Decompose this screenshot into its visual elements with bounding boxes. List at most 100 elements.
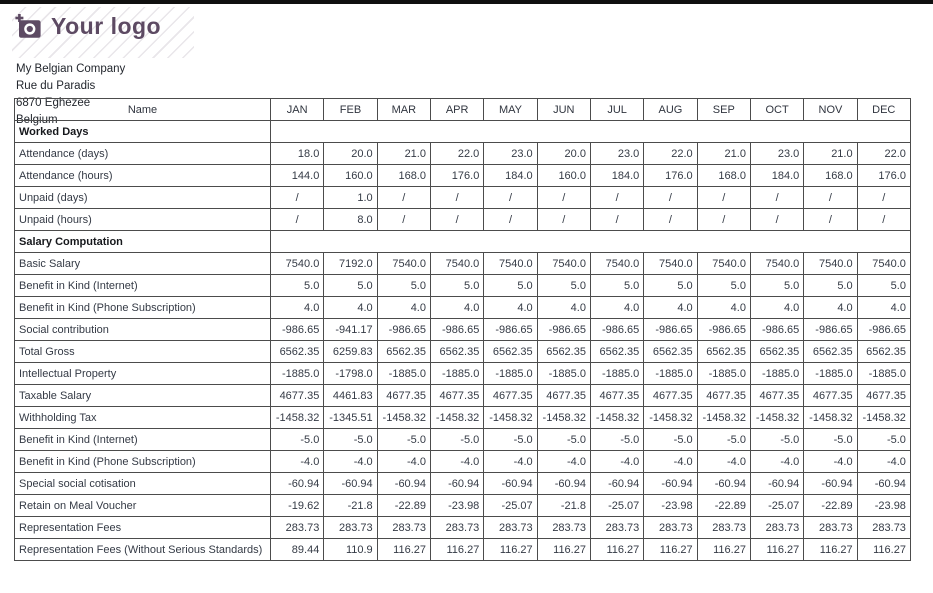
- value-cell: 168.0: [696, 164, 751, 187]
- value-cell: -1458.32: [589, 406, 645, 429]
- month-header-mar: MAR: [376, 98, 431, 121]
- value-cell: 7540.0: [803, 252, 858, 275]
- value-cell: -60.94: [323, 472, 378, 495]
- value-cell: /: [749, 186, 805, 209]
- value-cell: -4.0: [376, 450, 431, 473]
- value-cell: 283.73: [589, 516, 645, 539]
- value-cell: -1458.32: [749, 406, 805, 429]
- value-cell: 184.0: [483, 164, 538, 187]
- value-cell: -22.89: [696, 494, 751, 517]
- value-cell: 4.0: [483, 296, 538, 319]
- value-cell: -5.0: [696, 428, 751, 451]
- value-cell: 4677.35: [536, 384, 591, 407]
- value-cell: -4.0: [856, 450, 911, 473]
- value-cell: -1885.0: [483, 362, 538, 385]
- value-cell: -60.94: [269, 472, 325, 495]
- value-cell: -5.0: [536, 428, 591, 451]
- value-cell: -22.89: [376, 494, 431, 517]
- value-cell: 5.0: [696, 274, 751, 297]
- value-cell: /: [536, 186, 591, 209]
- value-cell: 23.0: [749, 142, 805, 165]
- value-cell: 168.0: [376, 164, 431, 187]
- value-cell: 5.0: [643, 274, 698, 297]
- value-cell: -60.94: [643, 472, 698, 495]
- value-cell: 6562.35: [483, 340, 538, 363]
- value-cell: 6562.35: [589, 340, 645, 363]
- value-cell: -1885.0: [643, 362, 698, 385]
- month-header-dec: DEC: [856, 98, 911, 121]
- value-cell: 116.27: [856, 538, 911, 561]
- value-cell: /: [696, 186, 751, 209]
- value-cell: -986.65: [803, 318, 858, 341]
- value-cell: 8.0: [323, 208, 378, 231]
- value-cell: 7540.0: [483, 252, 538, 275]
- logo-text: Your logo: [51, 13, 162, 39]
- month-header-jun: JUN: [536, 98, 591, 121]
- value-cell: 5.0: [749, 274, 805, 297]
- row-label: Attendance (hours): [14, 164, 271, 187]
- value-cell: 5.0: [856, 274, 911, 297]
- value-cell: -60.94: [483, 472, 538, 495]
- value-cell: 7540.0: [376, 252, 431, 275]
- value-cell: -1885.0: [269, 362, 325, 385]
- value-cell: 283.73: [483, 516, 538, 539]
- value-cell: -1885.0: [376, 362, 431, 385]
- row-label: Special social cotisation: [14, 472, 271, 495]
- value-cell: /: [856, 186, 911, 209]
- top-bar: [0, 0, 933, 4]
- value-cell: 7540.0: [696, 252, 751, 275]
- value-cell: -986.65: [749, 318, 805, 341]
- value-cell: 283.73: [856, 516, 911, 539]
- value-cell: -5.0: [803, 428, 858, 451]
- value-cell: 4677.35: [643, 384, 698, 407]
- value-cell: -5.0: [483, 428, 538, 451]
- table-row: Social contribution -986.65 -941.17 -986.65…: [14, 318, 911, 341]
- logo-placeholder-hatch: [12, 7, 194, 58]
- section-spacer-cell: [270, 120, 911, 143]
- month-header-oct: OCT: [749, 98, 805, 121]
- value-cell: 4677.35: [856, 384, 911, 407]
- row-label: Attendance (days): [14, 142, 271, 165]
- value-cell: 5.0: [536, 274, 591, 297]
- value-cell: 160.0: [323, 164, 378, 187]
- value-cell: 7540.0: [269, 252, 325, 275]
- value-cell: -60.94: [376, 472, 431, 495]
- table-row: Representation Fees 283.73 283.73 283.73 283…: [14, 516, 911, 539]
- value-cell: 116.27: [429, 538, 485, 561]
- value-cell: -986.65: [536, 318, 591, 341]
- value-cell: -1458.32: [856, 406, 911, 429]
- value-cell: /: [856, 208, 911, 231]
- value-cell: -4.0: [536, 450, 591, 473]
- value-cell: /: [483, 208, 538, 231]
- value-cell: -4.0: [803, 450, 858, 473]
- value-cell: 4.0: [429, 296, 485, 319]
- value-cell: 283.73: [269, 516, 325, 539]
- table-row: Benefit in Kind (Internet) -5.0 -5.0 -5.0 -5…: [14, 428, 911, 451]
- value-cell: /: [269, 208, 325, 231]
- value-cell: 116.27: [589, 538, 645, 561]
- value-cell: 283.73: [803, 516, 858, 539]
- table-row: Benefit in Kind (Internet) 5.0 5.0 5.0 5.0 5.…: [14, 274, 911, 297]
- month-header-aug: AUG: [643, 98, 698, 121]
- value-cell: 4.0: [696, 296, 751, 319]
- value-cell: 6562.35: [376, 340, 431, 363]
- value-cell: 283.73: [696, 516, 751, 539]
- value-cell: -60.94: [856, 472, 911, 495]
- value-cell: /: [536, 208, 591, 231]
- value-cell: 116.27: [536, 538, 591, 561]
- value-cell: 6562.35: [696, 340, 751, 363]
- month-header-jul: JUL: [589, 98, 645, 121]
- value-cell: -986.65: [376, 318, 431, 341]
- value-cell: 23.0: [483, 142, 538, 165]
- value-cell: -1458.32: [429, 406, 485, 429]
- value-cell: 7540.0: [643, 252, 698, 275]
- row-label: Unpaid (hours): [14, 208, 271, 231]
- section-row: Worked Days: [14, 120, 911, 143]
- row-label: Withholding Tax: [14, 406, 271, 429]
- value-cell: -5.0: [323, 428, 378, 451]
- value-cell: 110.9: [323, 538, 378, 561]
- value-cell: -1458.32: [696, 406, 751, 429]
- value-cell: 4677.35: [483, 384, 538, 407]
- value-cell: /: [269, 186, 325, 209]
- row-label: Unpaid (days): [14, 186, 271, 209]
